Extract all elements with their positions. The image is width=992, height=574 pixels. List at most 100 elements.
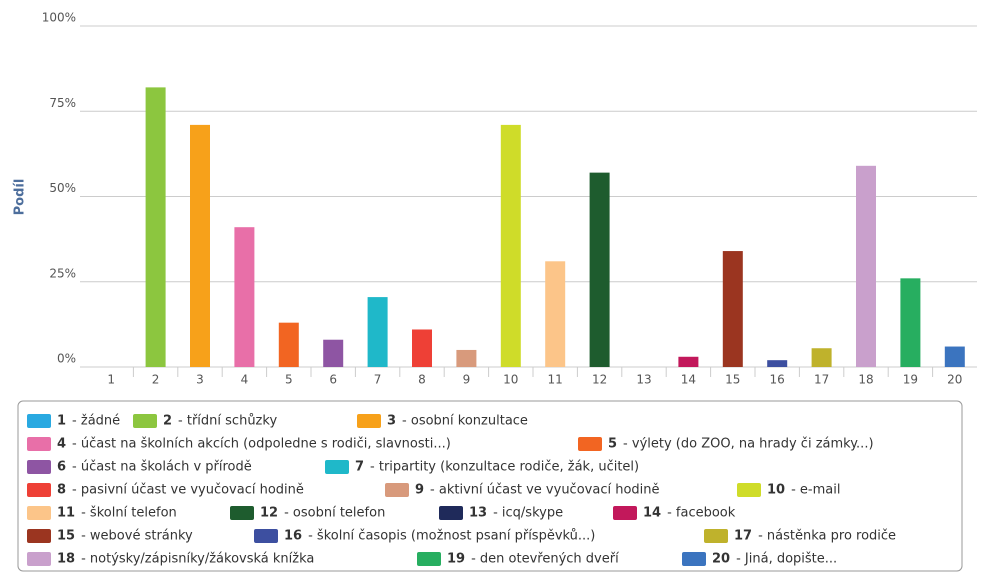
legend-box [17, 400, 963, 572]
bar [367, 297, 388, 367]
legend-swatch [27, 483, 51, 497]
y-tick-label: 0% [57, 352, 76, 366]
legend-number: 10 [767, 483, 785, 498]
legend-swatch [385, 483, 409, 497]
legend-number: 15 [57, 529, 75, 544]
bar [500, 124, 521, 367]
legend-swatch [27, 437, 51, 451]
legend-swatch [737, 483, 761, 497]
legend-swatch [613, 506, 637, 520]
legend-label: - webové stránky [81, 529, 193, 544]
bar [456, 349, 477, 367]
legend-label: - účast na školních akcích (odpoledne s … [72, 437, 451, 452]
legend-label: - notýsky/zápisníky/žákovská knížka [81, 552, 314, 567]
bar [145, 87, 166, 367]
y-tick-label: 25% [49, 266, 76, 280]
legend-label: - osobní konzultace [402, 414, 528, 429]
legend-label: - den otevřených dveří [471, 552, 619, 567]
x-tick-label: 10 [503, 373, 518, 387]
x-tick-label: 17 [814, 373, 829, 387]
y-tick-label: 50% [49, 181, 76, 195]
legend-number: 13 [469, 506, 487, 521]
legend-swatch [254, 529, 278, 543]
x-tick-label: 16 [770, 373, 785, 387]
bar [323, 339, 344, 367]
legend-swatch [578, 437, 602, 451]
legend-swatch [682, 552, 706, 566]
legend-swatch [704, 529, 728, 543]
legend-number: 3 [387, 414, 396, 429]
legend-number: 2 [163, 414, 172, 429]
bar [545, 261, 566, 367]
legend-swatch [27, 529, 51, 543]
legend-number: 14 [643, 506, 661, 521]
legend-number: 7 [355, 460, 364, 475]
legend-number: 11 [57, 506, 75, 521]
x-tick-label: 1 [107, 373, 115, 387]
legend-number: 17 [734, 529, 752, 544]
legend-swatch [27, 460, 51, 474]
bar [190, 124, 210, 367]
legend-label: - Jiná, dopište... [736, 552, 837, 567]
legend-number: 5 [608, 437, 617, 452]
legend-label: - facebook [667, 506, 736, 521]
legend-number: 12 [260, 506, 278, 521]
y-tick-label: 100% [42, 11, 76, 25]
legend-label: - e-mail [791, 483, 840, 498]
bar [278, 322, 299, 367]
x-tick-label: 8 [418, 373, 426, 387]
bar [856, 165, 876, 367]
legend-swatch [230, 506, 254, 520]
legend-swatch [439, 506, 463, 520]
legend-number: 6 [57, 460, 66, 475]
bar [678, 356, 699, 367]
x-tick-label: 14 [681, 373, 696, 387]
legend-number: 1 [57, 414, 66, 429]
x-tick-label: 20 [947, 373, 962, 387]
legend-number: 19 [447, 552, 465, 567]
x-tick-label: 5 [285, 373, 293, 387]
legend-label: - osobní telefon [284, 506, 385, 521]
bar [767, 360, 788, 367]
legend-label: - pasivní účast ve vyučovací hodině [72, 483, 304, 498]
x-tick-label: 3 [196, 373, 204, 387]
legend-swatch [357, 414, 381, 428]
legend-label: - tripartity (konzultace rodiče, žák, uč… [370, 460, 639, 475]
x-tick-label: 15 [725, 373, 740, 387]
legend-swatch [27, 506, 51, 520]
legend-swatch [27, 414, 51, 428]
bar [722, 251, 743, 367]
legend-swatch [417, 552, 441, 566]
x-tick-label: 12 [592, 373, 607, 387]
x-tick-label: 2 [152, 373, 160, 387]
legend-swatch [325, 460, 349, 474]
legend-label: - nástěnka pro rodiče [758, 529, 896, 544]
x-tick-label: 9 [463, 373, 471, 387]
legend-label: - třídní schůzky [178, 414, 277, 429]
legend-number: 8 [57, 483, 66, 498]
legend-label: - školní časopis (možnost psaní příspěvk… [308, 529, 595, 544]
x-tick-label: 19 [903, 373, 918, 387]
x-tick-label: 11 [548, 373, 563, 387]
bar [412, 329, 432, 367]
legend-label: - žádné [72, 414, 120, 429]
x-tick-label: 13 [636, 373, 651, 387]
bar [234, 227, 255, 367]
bar [811, 348, 832, 367]
legend-number: 18 [57, 552, 75, 567]
legend-label: - školní telefon [81, 506, 177, 521]
legend-swatch [27, 552, 51, 566]
y-tick-label: 75% [49, 96, 76, 110]
legend-number: 9 [415, 483, 424, 498]
legend-number: 20 [712, 552, 730, 567]
legend-label: - účast na školách v přírodě [72, 460, 252, 475]
bar [589, 172, 610, 367]
legend-label: - aktivní účast ve vyučovací hodině [430, 483, 659, 498]
legend-label: - výlety (do ZOO, na hrady či zámky...) [623, 437, 873, 452]
legend-swatch [133, 414, 157, 428]
bar [900, 278, 921, 367]
x-tick-label: 4 [241, 373, 249, 387]
legend-number: 16 [284, 529, 302, 544]
x-tick-label: 18 [858, 373, 873, 387]
